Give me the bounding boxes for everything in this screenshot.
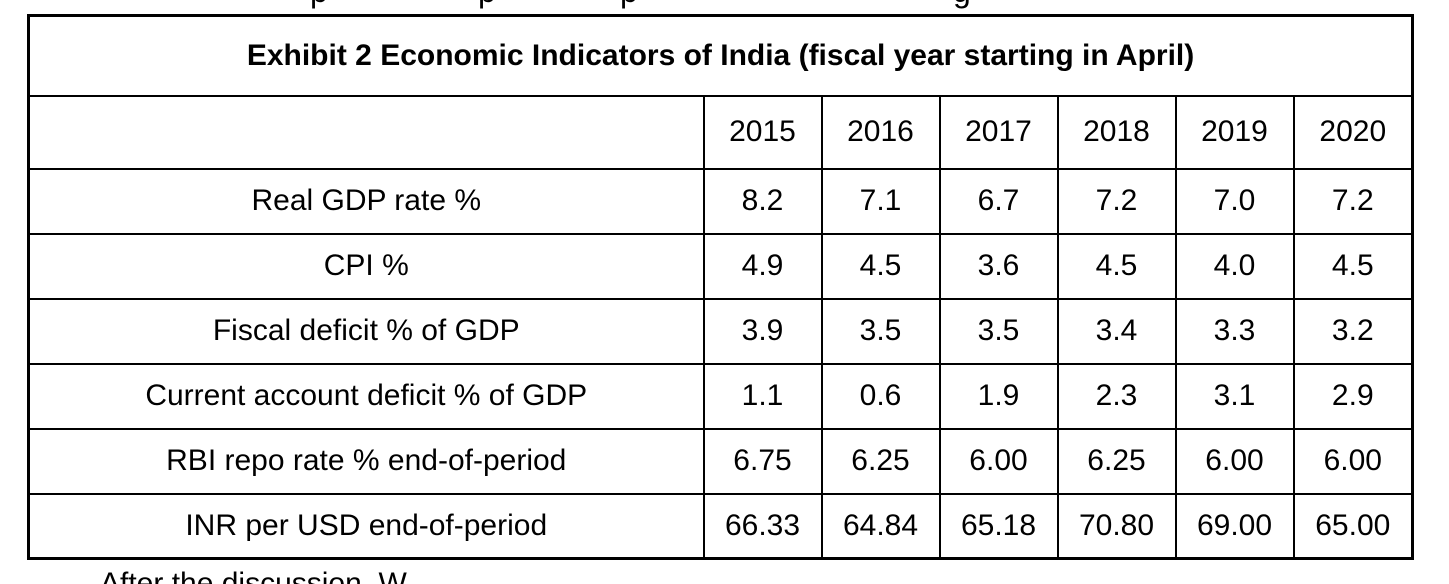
table-cell: 4.5 <box>1292 232 1414 300</box>
row-label: Real GDP rate % <box>27 167 705 235</box>
row-label: CPI % <box>27 232 705 300</box>
table-cell: 4.5 <box>820 232 941 300</box>
table-cell: 4.0 <box>1174 232 1295 300</box>
year-header-2017: 2017 <box>938 94 1059 170</box>
table-cell: 3.5 <box>820 297 941 365</box>
table-cell: 64.84 <box>820 492 941 560</box>
table-row-rbi-repo-rate: RBI repo rate % end-of-period 6.75 6.25 … <box>27 427 1414 495</box>
table-row-real-gdp: Real GDP rate % 8.2 7.1 6.7 7.2 7.0 7.2 <box>27 167 1414 235</box>
table-cell: 3.6 <box>938 232 1059 300</box>
table-cell: 3.1 <box>1174 362 1295 430</box>
row-label: RBI repo rate % end-of-period <box>27 427 705 495</box>
table-cell: 4.5 <box>1056 232 1177 300</box>
table-cell: 3.2 <box>1292 297 1414 365</box>
empty-header-cell <box>27 94 705 170</box>
table-row-current-account-deficit: Current account deficit % of GDP 1.1 0.6… <box>27 362 1414 430</box>
text-descender-fragment: g <box>953 0 971 7</box>
table-cell: 1.1 <box>702 362 823 430</box>
table-cell: 66.33 <box>702 492 823 560</box>
exhibit-title-row: Exhibit 2 Economic Indicators of India (… <box>27 14 1414 97</box>
clipped-text-below-table: After the discussion, W <box>0 566 1449 584</box>
exhibit-title: Exhibit 2 Economic Indicators of India (… <box>27 14 1414 97</box>
clipped-text-above-table: p p p g <box>0 0 1449 11</box>
table-cell: 4.9 <box>702 232 823 300</box>
text-descender-fragment: p <box>310 0 328 7</box>
table-cell: 2.3 <box>1056 362 1177 430</box>
table-row-inr-per-usd: INR per USD end-of-period 66.33 64.84 65… <box>27 492 1414 560</box>
table-cell: 1.9 <box>938 362 1059 430</box>
table-cell: 7.2 <box>1056 167 1177 235</box>
year-header-row: 2015 2016 2017 2018 2019 2020 <box>27 94 1414 170</box>
table-cell: 6.00 <box>1292 427 1414 495</box>
row-label: Current account deficit % of GDP <box>27 362 705 430</box>
table-row-cpi: CPI % 4.9 4.5 3.6 4.5 4.0 4.5 <box>27 232 1414 300</box>
table-cell: 3.9 <box>702 297 823 365</box>
row-label: INR per USD end-of-period <box>27 492 705 560</box>
table-row-fiscal-deficit: Fiscal deficit % of GDP 3.9 3.5 3.5 3.4 … <box>27 297 1414 365</box>
table-cell: 8.2 <box>702 167 823 235</box>
table-cell: 6.25 <box>820 427 941 495</box>
table-cell: 65.18 <box>938 492 1059 560</box>
table-cell: 65.00 <box>1292 492 1414 560</box>
year-header-2015: 2015 <box>702 94 823 170</box>
row-label: Fiscal deficit % of GDP <box>27 297 705 365</box>
table-cell: 3.3 <box>1174 297 1295 365</box>
table-cell: 2.9 <box>1292 362 1414 430</box>
table-cell: 70.80 <box>1056 492 1177 560</box>
year-header-2019: 2019 <box>1174 94 1295 170</box>
table-cell: 6.00 <box>938 427 1059 495</box>
table-cell: 69.00 <box>1174 492 1295 560</box>
table-cell: 6.00 <box>1174 427 1295 495</box>
text-descender-fragment: p <box>620 0 638 7</box>
year-header-2018: 2018 <box>1056 94 1177 170</box>
year-header-2020: 2020 <box>1292 94 1414 170</box>
table-cell: 3.5 <box>938 297 1059 365</box>
table-cell: 6.75 <box>702 427 823 495</box>
exhibit-2-table: Exhibit 2 Economic Indicators of India (… <box>27 14 1415 560</box>
table-cell: 3.4 <box>1056 297 1177 365</box>
partial-paragraph-text: After the discussion, W <box>100 567 407 584</box>
table-cell: 7.0 <box>1174 167 1295 235</box>
text-descender-fragment: p <box>478 0 496 7</box>
table-cell: 7.1 <box>820 167 941 235</box>
table-cell: 7.2 <box>1292 167 1414 235</box>
table-cell: 6.25 <box>1056 427 1177 495</box>
table-cell: 6.7 <box>938 167 1059 235</box>
year-header-2016: 2016 <box>820 94 941 170</box>
table-cell: 0.6 <box>820 362 941 430</box>
